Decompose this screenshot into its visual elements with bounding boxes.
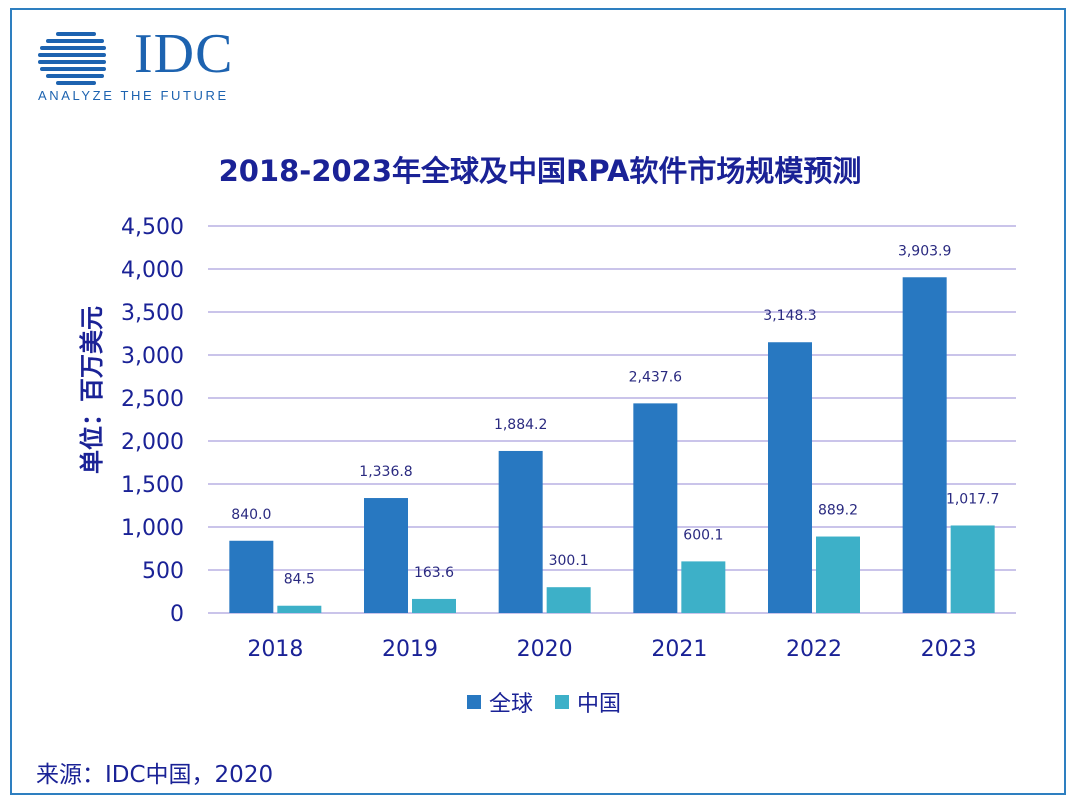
- logo-text: IDC: [134, 23, 234, 85]
- legend: 全球 中国: [467, 692, 621, 717]
- y-tick-label: 3,500: [121, 301, 184, 326]
- y-tick-label: 4,000: [121, 258, 184, 283]
- data-label: 840.0: [231, 507, 271, 523]
- bar-global-2018: [229, 540, 274, 613]
- x-tick-label: 2023: [921, 637, 977, 662]
- bar-china-2018: [277, 605, 322, 613]
- bars: 840.0 84.5 1,336.8 163.6 1,884.2 300.1 2,437.6…: [229, 243, 999, 613]
- y-tick-label: 4,500: [121, 215, 184, 240]
- chart-frame: [10, 8, 1066, 795]
- data-label: 1,336.8: [359, 464, 412, 480]
- x-tick-label: 2021: [651, 637, 707, 662]
- grid-lines: [208, 225, 1016, 614]
- data-label: 84.5: [284, 572, 315, 588]
- x-tick-label: 2018: [247, 637, 303, 662]
- x-tick-label: 2022: [786, 637, 842, 662]
- data-label: 1,017.7: [946, 491, 999, 507]
- y-tick-label: 1,500: [121, 473, 184, 498]
- y-tick-label: 0: [170, 602, 184, 627]
- y-tick-label: 2,500: [121, 387, 184, 412]
- data-label: 1,884.2: [494, 417, 547, 433]
- y-axis-label: 单位：百万美元: [78, 306, 106, 474]
- data-label: 2,437.6: [629, 369, 683, 385]
- y-axis-ticks: 0 500 1,000 1,500 2,000 2,500 3,000 3,500 4,000 4…: [121, 215, 184, 627]
- legend-label: 中国: [577, 692, 621, 717]
- bar-china-2022: [816, 536, 860, 613]
- data-label: 3,903.9: [898, 243, 951, 259]
- bar-global-2022: [768, 342, 812, 613]
- y-tick-label: 1,000: [121, 516, 184, 541]
- bar-global-2020: [498, 450, 543, 613]
- y-tick-label: 3,000: [121, 344, 184, 369]
- legend-swatch: [467, 695, 481, 709]
- data-label: 600.1: [683, 527, 723, 543]
- bar-china-2021: [681, 561, 726, 613]
- data-label: 889.2: [818, 503, 858, 519]
- data-label: 163.6: [414, 565, 454, 581]
- bar-china-2023: [950, 525, 995, 613]
- data-label: 3,148.3: [763, 308, 816, 324]
- chart-title: 2018-2023年全球及中国RPA软件市场规模预测: [218, 154, 862, 188]
- bar-china-2019: [412, 598, 456, 613]
- bar-china-2020: [546, 587, 591, 613]
- x-tick-label: 2020: [517, 637, 573, 662]
- legend-swatch: [555, 695, 569, 709]
- y-tick-label: 2,000: [121, 430, 184, 455]
- x-axis-ticks: 2018 2019 2020 2021 2022 2023: [247, 637, 976, 662]
- idc-logo: IDC ANALYZE THE FUTURE: [36, 24, 266, 108]
- source-note: 来源：IDC中国，2020: [36, 762, 274, 788]
- bar-global-2023: [902, 277, 947, 613]
- bar-global-2021: [633, 403, 678, 613]
- data-label: 300.1: [549, 553, 589, 569]
- x-tick-label: 2019: [382, 637, 438, 662]
- y-tick-label: 500: [142, 559, 184, 584]
- globe-icon: [38, 32, 106, 85]
- bar-global-2019: [364, 498, 408, 613]
- logo-tagline: ANALYZE THE FUTURE: [38, 88, 229, 103]
- legend-label: 全球: [489, 692, 533, 717]
